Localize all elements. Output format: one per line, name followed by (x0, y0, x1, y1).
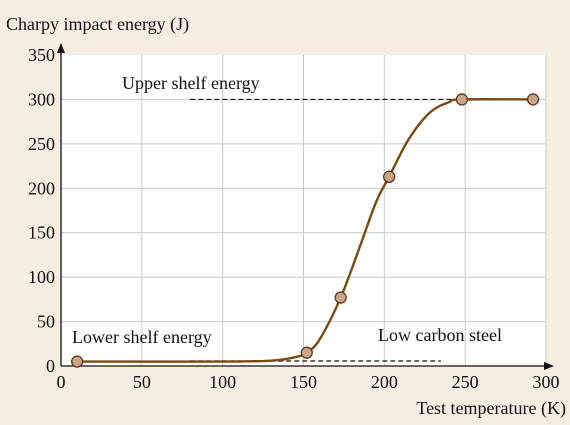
x-tick-label-150: 150 (290, 372, 317, 392)
x-tick-label-300: 300 (533, 372, 560, 392)
series-line-low-carbon-steel (77, 98, 534, 363)
y-tick-label-350: 350 (28, 45, 55, 65)
lower-shelf-label: Lower shelf energy (72, 327, 212, 347)
tick-labels: 0 50 100 150 200 250 300 0 50 100 150 200 250 300 350 (28, 45, 560, 392)
upper-shelf-label: Upper shelf energy (122, 73, 260, 93)
y-tick-label-0: 0 (46, 356, 55, 376)
data-point (300, 346, 313, 359)
data-points (71, 93, 540, 368)
data-point (383, 170, 396, 183)
x-tick-label-50: 50 (133, 372, 151, 392)
x-tick-label-250: 250 (452, 372, 479, 392)
y-tick-label-300: 300 (28, 89, 55, 109)
y-tick-label-100: 100 (28, 267, 55, 287)
y-tick-label-150: 150 (28, 223, 55, 243)
series-label-low-carbon-steel: Low carbon steel (378, 325, 502, 345)
y-tick-label-50: 50 (37, 312, 55, 332)
x-axis-label: Test temperature (K) (416, 398, 566, 419)
x-tick-label-100: 100 (209, 372, 236, 392)
x-tick-label-200: 200 (371, 372, 398, 392)
data-point (71, 355, 84, 368)
axes (57, 43, 554, 370)
data-point (455, 93, 469, 106)
y-axis-label: Charpy impact energy (J) (6, 14, 189, 35)
y-tick-label-250: 250 (28, 134, 55, 154)
x-axis-arrow (544, 362, 554, 370)
y-tick-label-200: 200 (28, 178, 55, 198)
grid-lines (61, 55, 547, 366)
x-tick-label-0: 0 (57, 372, 66, 392)
data-point (334, 291, 347, 304)
data-point (526, 93, 540, 106)
y-axis-arrow (57, 43, 65, 53)
